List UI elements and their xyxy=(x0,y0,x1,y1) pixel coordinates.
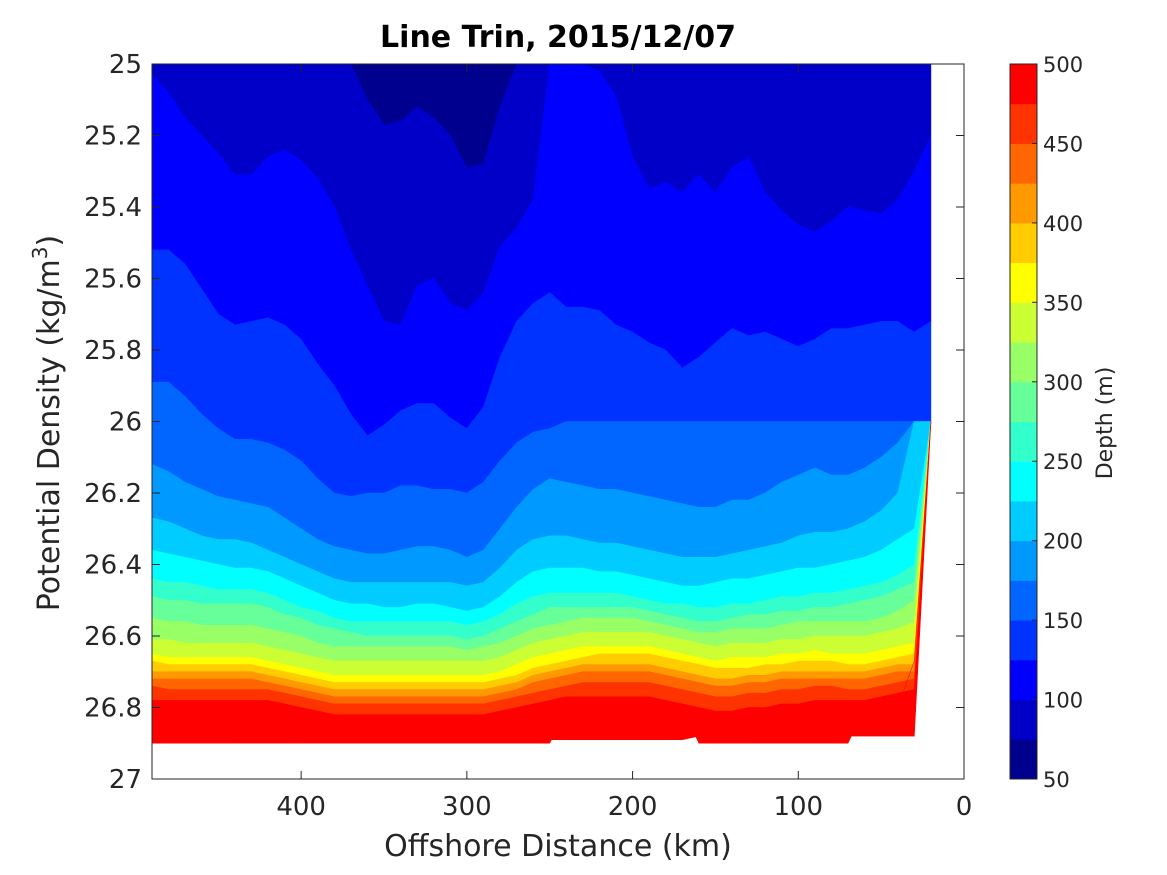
colorbar-swatch xyxy=(1010,302,1037,343)
colorbar-swatch xyxy=(1010,262,1037,303)
colorbar-swatch xyxy=(1010,421,1037,462)
colorbar-swatch xyxy=(1010,620,1037,661)
colorbar-swatch xyxy=(1010,183,1037,224)
colorbar-tick-label: 400 xyxy=(1043,212,1083,236)
colorbar-frame xyxy=(1009,63,1038,780)
colorbar-tick-label: 200 xyxy=(1043,530,1083,554)
colorbar-swatch xyxy=(1010,64,1037,105)
colorbar-tick-label: 300 xyxy=(1043,371,1083,395)
y-tick-label: 25.4 xyxy=(84,193,142,223)
x-axis-label: Offshore Distance (km) xyxy=(384,829,732,864)
x-tick-label: 200 xyxy=(608,792,658,822)
colorbar-swatch xyxy=(1010,143,1037,184)
colorbar-swatch xyxy=(1010,659,1037,701)
x-axis: 400 300 200 100 0 xyxy=(276,64,972,822)
colorbar-tick-label: 350 xyxy=(1043,291,1083,315)
colorbar-swatch xyxy=(1010,222,1037,264)
colorbar-swatch xyxy=(1010,381,1037,422)
x-tick-label: 300 xyxy=(442,792,492,822)
colorbar-tick-label: 50 xyxy=(1043,768,1070,792)
y-axis: 25 25.2 25.4 25.6 25.8 26 26.2 26.4 26.6 26.8 27 xyxy=(84,50,964,795)
colorbar-tick-label: 500 xyxy=(1043,53,1083,77)
contour-band xyxy=(152,421,932,744)
colorbar-tick-label: 250 xyxy=(1043,450,1083,474)
x-tick-label: 0 xyxy=(956,792,973,822)
y-tick-label: 26 xyxy=(109,408,142,438)
colorbar-swatch xyxy=(1010,699,1037,740)
colorbar-swatch xyxy=(1010,500,1037,542)
y-axis-label-superscript: 3 xyxy=(28,246,52,259)
y-tick-label: 25.8 xyxy=(84,336,142,366)
colorbar-swatch xyxy=(1010,461,1037,502)
y-axis-label-main: Potential Density (kg/m xyxy=(32,259,67,611)
y-tick-label: 26.4 xyxy=(84,551,142,581)
y-tick-label: 27 xyxy=(109,765,142,795)
y-tick-label: 26.6 xyxy=(84,622,142,652)
chart-title: Line Trin, 2015/12/07 xyxy=(380,20,736,55)
x-tick-label: 400 xyxy=(276,792,326,822)
y-tick-label: 26.2 xyxy=(84,479,142,509)
colorbar-swatch xyxy=(1010,103,1037,144)
colorbar-swatch xyxy=(1010,739,1037,780)
contour-fills xyxy=(152,64,932,744)
colorbar-tick-label: 450 xyxy=(1043,132,1083,156)
colorbar: 50 100 150 200 250 300 350 400 450 500 xyxy=(1009,53,1083,792)
y-axis-label: Potential Density (kg/m3) xyxy=(28,235,67,611)
y-tick-label: 25.6 xyxy=(84,265,142,295)
colorbar-swatch xyxy=(1010,540,1037,581)
y-tick-label: 25.2 xyxy=(84,122,142,152)
y-axis-label-end: ) xyxy=(32,235,67,247)
colorbar-swatch xyxy=(1010,580,1037,621)
colorbar-tick-label: 100 xyxy=(1043,689,1083,713)
y-tick-label: 25 xyxy=(109,50,142,80)
colorbar-tick-label: 150 xyxy=(1043,609,1083,633)
x-tick-label: 100 xyxy=(773,792,823,822)
colorbar-swatch xyxy=(1010,342,1037,383)
y-tick-label: 26.8 xyxy=(84,694,142,724)
colorbar-label: Depth (m) xyxy=(1093,367,1118,480)
